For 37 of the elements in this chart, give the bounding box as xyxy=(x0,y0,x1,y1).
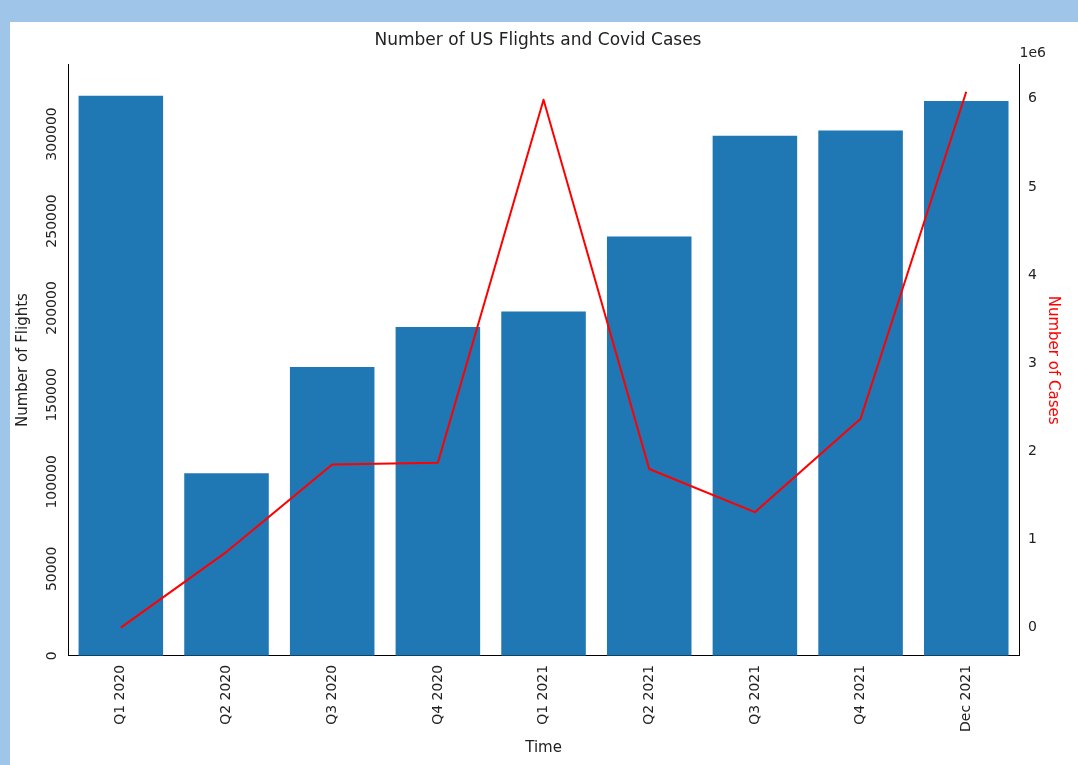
y2-tick-label: 4 xyxy=(1028,265,1038,282)
x-tick-label: Dec 2021 xyxy=(956,664,973,732)
bar xyxy=(923,100,1009,656)
chart-title: Number of US Flights and Covid Cases xyxy=(374,28,702,49)
bar xyxy=(606,236,692,656)
x-tick-label: Q1 2020 xyxy=(111,664,128,725)
y-tick-label: 200000 xyxy=(42,281,59,335)
y-tick-label: 150000 xyxy=(42,368,59,422)
bar xyxy=(818,130,903,656)
bar xyxy=(395,327,481,656)
y-tick-label: 300000 xyxy=(42,107,59,161)
x-tick-label: Q4 2020 xyxy=(428,664,445,725)
y2-axis-title: Number of Cases xyxy=(1045,295,1064,425)
x-tick-label: Q2 2021 xyxy=(639,664,656,725)
x-tick-label: Q4 2021 xyxy=(851,664,868,725)
x-tick-label: Q3 2021 xyxy=(745,664,762,725)
y2-tick-label: 2 xyxy=(1028,441,1038,458)
text: 1e6 xyxy=(1019,44,1047,61)
y2-tick-label: 0 xyxy=(1028,618,1038,635)
bar xyxy=(289,367,375,656)
y2-tick-label: 1 xyxy=(1028,530,1038,547)
y2-tick-label: 3 xyxy=(1028,353,1038,370)
x-tick-label: Q2 2020 xyxy=(217,664,234,725)
y-tick-label: 100000 xyxy=(42,455,59,509)
y-tick-label: 250000 xyxy=(42,194,59,248)
y2-tick-label: 6 xyxy=(1028,89,1038,106)
x-tick-label: Q3 2020 xyxy=(322,664,339,725)
y-tick-label: 50000 xyxy=(42,546,59,592)
y-axis-title: Number of Flights xyxy=(12,292,31,428)
y2-tick-label: 5 xyxy=(1028,177,1038,194)
bar xyxy=(184,473,269,656)
y-tick-label: 0 xyxy=(42,651,59,661)
x-axis-title: Time xyxy=(524,737,562,756)
bar xyxy=(501,311,586,656)
x-tick-label: Q1 2021 xyxy=(534,664,551,725)
bar xyxy=(712,135,798,656)
bar xyxy=(78,95,164,656)
